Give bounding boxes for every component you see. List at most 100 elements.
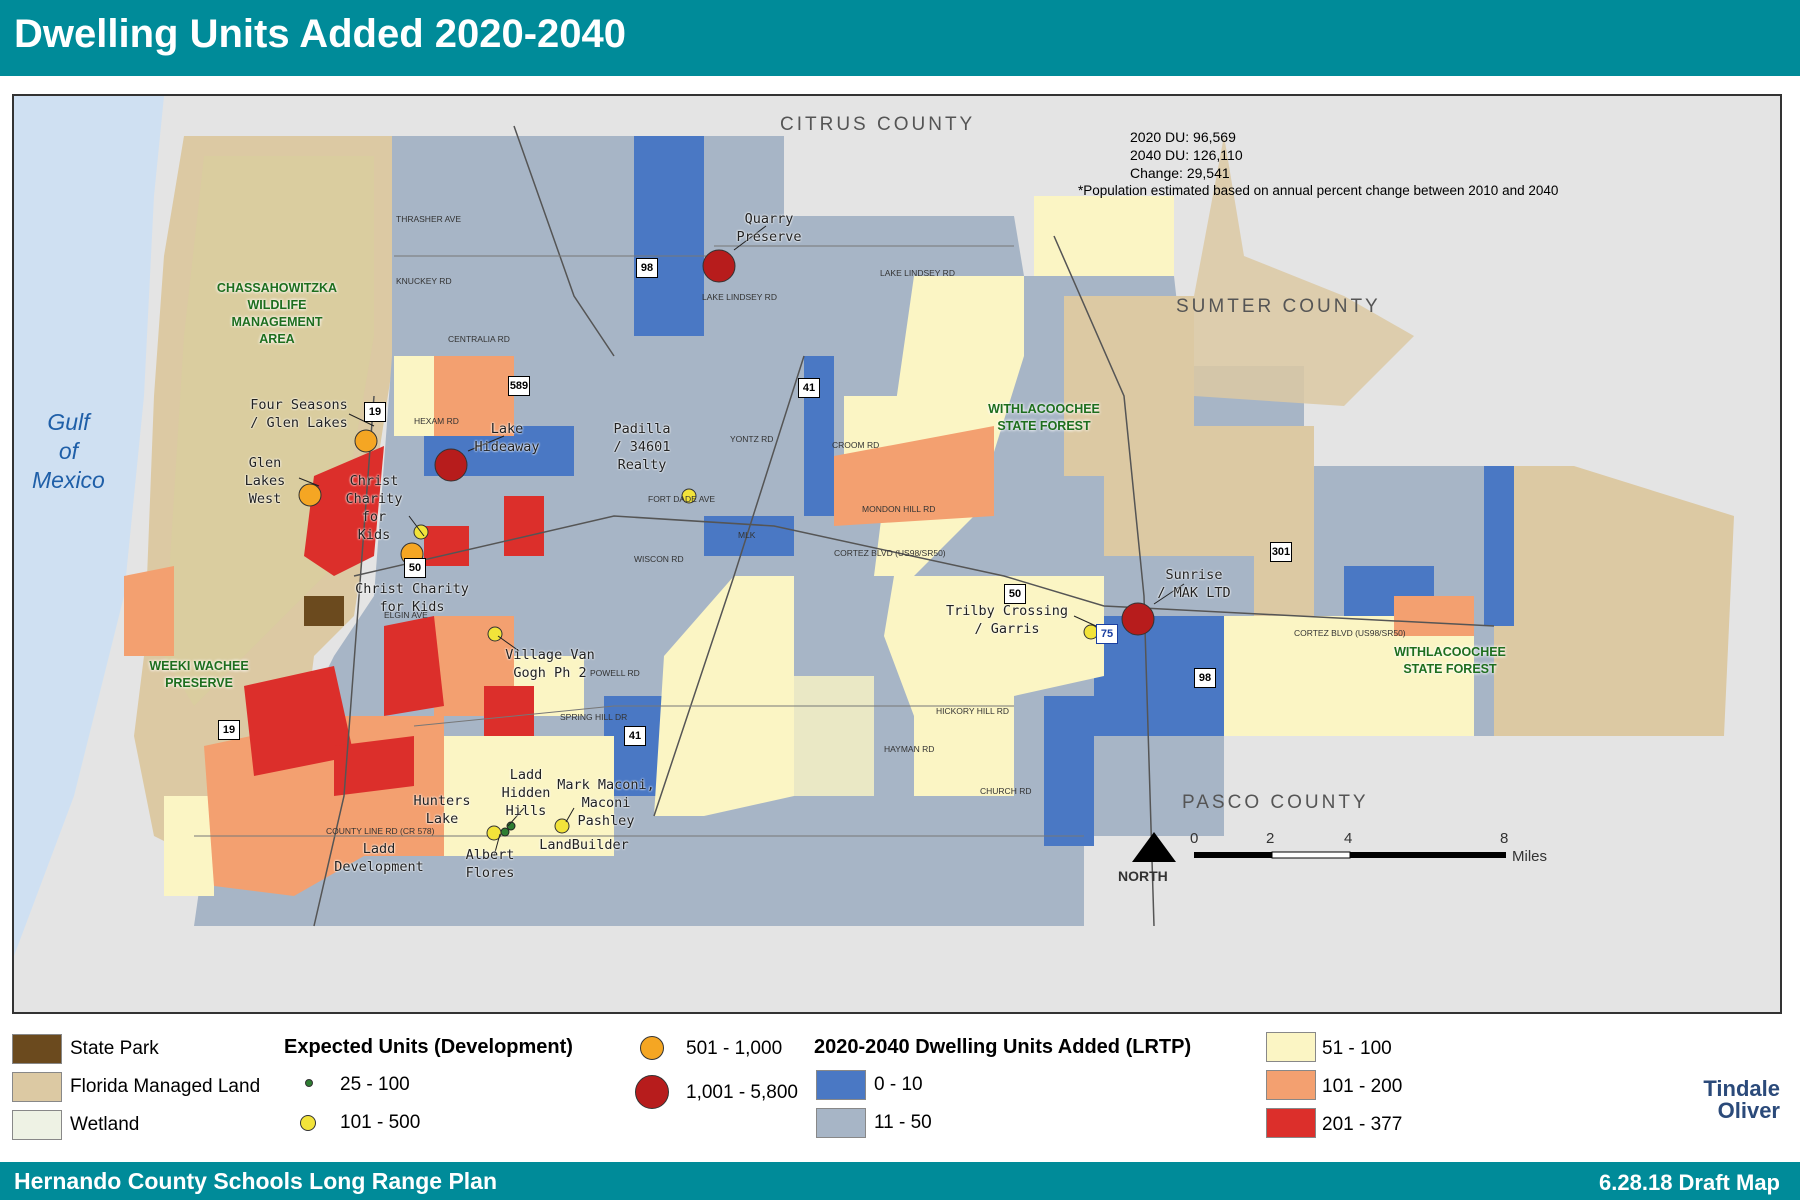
state-park-area xyxy=(304,596,344,626)
zone-201-377 xyxy=(334,736,414,796)
road-label: LAKE LINDSEY RD xyxy=(702,292,777,302)
route-shield: 50 xyxy=(1004,584,1026,604)
map-canvas xyxy=(14,96,1780,1012)
zone-101-200 xyxy=(434,356,514,436)
dev-label: Christ Charity for Kids xyxy=(345,473,403,543)
legend: State Park Florida Managed Land Wetland … xyxy=(0,1012,1800,1162)
zone-51-100 xyxy=(794,676,874,796)
road-label: KNUCKEY RD xyxy=(396,276,452,286)
legend-swatch-0-10 xyxy=(816,1070,866,1100)
footer-draft-date: 6.28.18 Draft Map xyxy=(1599,1170,1780,1195)
sumter-county-label: SUMTER COUNTY xyxy=(1176,296,1381,317)
legend-state-park: State Park xyxy=(70,1038,159,1059)
dev-marker-501-1000 xyxy=(354,429,378,453)
road-label: CHURCH RD xyxy=(980,786,1032,796)
legend-lrtp-101-200: 101 - 200 xyxy=(1322,1076,1403,1097)
zone-51-100 xyxy=(394,356,444,436)
legend-dev-1001-5800: 1,001 - 5,800 xyxy=(686,1082,798,1103)
title-bar: Dwelling Units Added 2020-2040 xyxy=(0,0,1800,80)
road-label: YONTZ RD xyxy=(730,434,774,444)
road-cortez-blvd xyxy=(353,515,1495,627)
dev-label: Village Van Gogh Ph 2 xyxy=(505,647,595,681)
scale-seg-3 xyxy=(1350,852,1506,858)
logo-line-1: Tindale xyxy=(1703,1076,1780,1101)
withlacoochee-east xyxy=(1494,466,1734,736)
legend-lrtp-51-100: 51 - 100 xyxy=(1322,1038,1392,1059)
stat-change: Change: 29,541 xyxy=(1130,165,1230,181)
zone-51-100 xyxy=(444,736,614,856)
route-shield: 75 xyxy=(1096,624,1118,644)
stat-2020: 2020 DU: 96,569 xyxy=(1130,129,1236,145)
dev-label: Glen Lakes West xyxy=(244,455,286,507)
dev-marker-501-1000 xyxy=(298,483,322,507)
zone-201-377 xyxy=(384,616,444,716)
legend-managed-land: Florida Managed Land xyxy=(70,1076,261,1097)
dev-marker-1001-5800 xyxy=(434,448,468,482)
dev-label: Ladd Hidden Hills xyxy=(501,767,551,819)
legend-expected-title: Expected Units (Development) xyxy=(284,1036,573,1058)
road-label: COUNTY LINE RD (CR 578) xyxy=(326,826,435,836)
legend-swatch-managed xyxy=(12,1072,62,1102)
legend-lrtp-0-10: 0 - 10 xyxy=(874,1074,923,1095)
chassahowitzka-label: CHASSAHOWITZKA WILDLIFE MANAGEMENT AREA xyxy=(216,281,338,346)
zone-0-10 xyxy=(1044,696,1094,846)
dev-label: Trilby Crossing / Garris xyxy=(946,603,1068,637)
road-label: THRASHER AVE xyxy=(396,214,462,224)
road-label: FORT DADE AVE xyxy=(648,494,716,504)
road-label: HAYMAN RD xyxy=(884,744,935,754)
withlacoochee-north xyxy=(1064,296,1314,616)
scale-tick: 2 xyxy=(1266,830,1275,847)
dev-label: Quarry Preserve xyxy=(736,211,802,245)
dev-marker-101-500 xyxy=(681,488,697,504)
zone-51-100 xyxy=(884,576,1104,796)
road-spring-hill xyxy=(413,705,1014,727)
legend-dot-501-1000 xyxy=(640,1036,664,1060)
route-shield: 98 xyxy=(1194,668,1216,688)
map-panel: CITRUS COUNTY SUMTER COUNTY PASCO COUNTY… xyxy=(12,94,1782,1014)
tindale-oliver-logo: Tindale Oliver xyxy=(1703,1078,1780,1122)
zone-51-100 xyxy=(654,576,794,816)
route-shield: 301 xyxy=(1270,542,1292,562)
road-label: CORTEZ BLVD (US98/SR50) xyxy=(1294,628,1406,638)
dev-label: Lake Hideaway xyxy=(474,421,540,455)
dev-label: Ladd Development xyxy=(334,841,424,875)
road-label: SPRING HILL DR xyxy=(560,712,628,722)
dev-label: Christ Charity for Kids xyxy=(355,581,469,615)
callout-leaders xyxy=(298,225,1185,857)
withlacoochee-east-label: WITHLACOOCHEE STATE FOREST xyxy=(1394,645,1506,676)
dev-marker-101-500 xyxy=(487,626,503,642)
legend-swatch-state-park xyxy=(12,1034,62,1064)
dev-label: Hunters Lake xyxy=(413,793,471,827)
zone-51-100 xyxy=(1034,196,1174,276)
zone-101-200 xyxy=(124,566,174,656)
legend-lrtp-11-50: 11 - 50 xyxy=(874,1112,932,1133)
stat-2040: 2040 DU: 126,110 xyxy=(1130,147,1243,163)
road-label: HEXAM RD xyxy=(414,416,459,426)
route-shield: 41 xyxy=(798,378,820,398)
legend-dev-25-100: 25 - 100 xyxy=(340,1074,410,1095)
route-shield: 19 xyxy=(364,402,386,422)
legend-dot-25-100 xyxy=(305,1079,313,1087)
zone-201-377 xyxy=(304,446,384,576)
dev-label: Albert Flores xyxy=(465,847,515,881)
pasco-county-label: PASCO COUNTY xyxy=(1182,792,1369,813)
route-shield: 98 xyxy=(636,258,658,278)
legend-dev-101-500: 101 - 500 xyxy=(340,1112,421,1133)
logo-line-2: Oliver xyxy=(1717,1098,1780,1123)
north-arrow xyxy=(1132,832,1176,862)
dev-marker-101-500 xyxy=(554,818,570,834)
legend-wetland: Wetland xyxy=(70,1114,140,1135)
zone-201-377 xyxy=(244,666,354,776)
scale-seg-2 xyxy=(1271,851,1351,859)
road-us19 xyxy=(313,395,375,927)
road-label: LAKE LINDSEY RD xyxy=(880,268,955,278)
scale-tick: 8 xyxy=(1500,830,1509,847)
zone-201-377 xyxy=(504,496,544,556)
legend-lrtp-title: 2020-2040 Dwelling Units Added (LRTP) xyxy=(814,1036,1192,1058)
road-ponce-de-leon xyxy=(513,125,615,357)
road-label: WISCON RD xyxy=(634,554,684,564)
zone-101-200 xyxy=(1394,596,1474,636)
road-label: CORTEZ BLVD (US98/SR50) xyxy=(834,548,946,558)
withlacoochee-north-label: WITHLACOOCHEE STATE FOREST xyxy=(988,402,1100,433)
dev-label: Four Seasons / Glen Lakes xyxy=(250,397,348,431)
